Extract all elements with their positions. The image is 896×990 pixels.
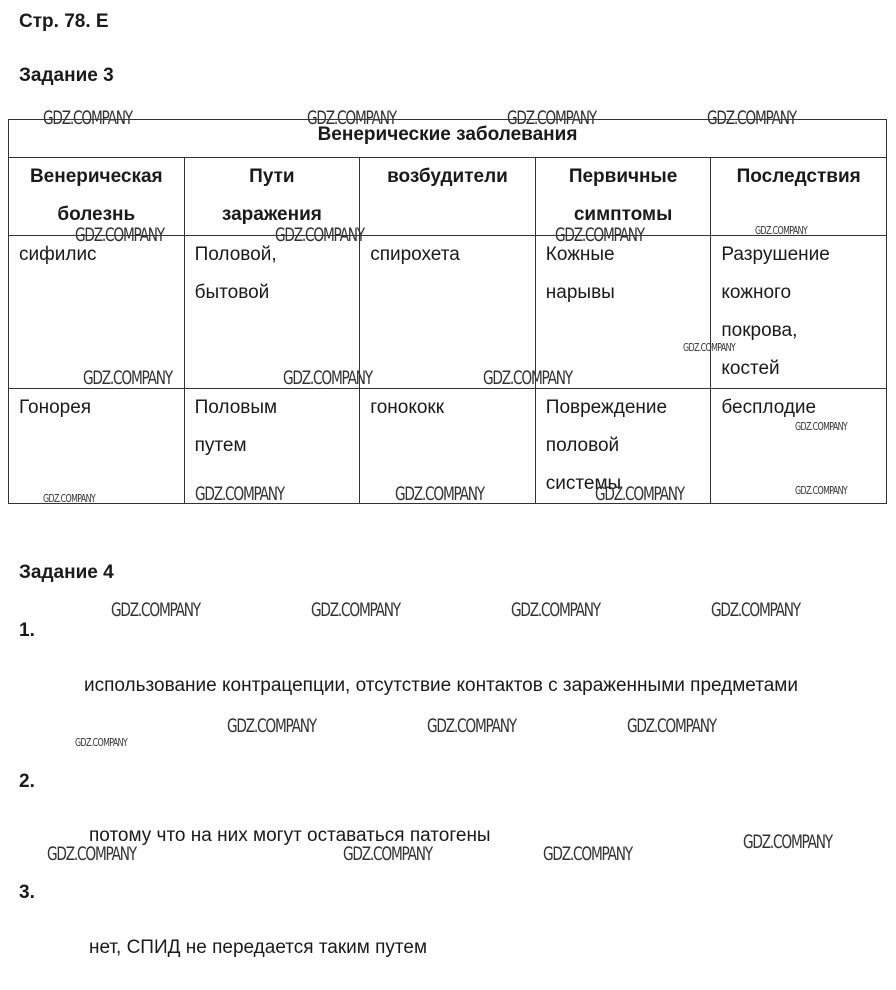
diseases-table: Венерические заболевания Венерическая бол… (8, 119, 887, 504)
watermark: GDZ.COMPANY (311, 599, 401, 621)
watermark: GDZ.COMPANY (47, 843, 137, 865)
item-number: 2. (19, 771, 35, 792)
item-answer: нет, СПИД не передается таким путем (89, 937, 428, 958)
item-number: 3. (19, 882, 35, 903)
table-cell: Половой, бытовой (183, 235, 361, 389)
watermark: GDZ.COMPANY (755, 224, 808, 237)
watermark: GDZ.COMPANY (427, 715, 517, 737)
watermark: GDZ.COMPANY (543, 843, 633, 865)
watermark: GDZ.COMPANY (307, 107, 397, 129)
watermark: GDZ.COMPANY (555, 224, 645, 246)
column-header: Первичные симптомы (534, 157, 712, 236)
watermark: GDZ.COMPANY (343, 843, 433, 865)
item-answer: использование контрацепции, отсутствие к… (84, 675, 798, 696)
watermark: GDZ.COMPANY (275, 224, 365, 246)
page-header: Стр. 78. Е (19, 11, 109, 32)
table-cell: гонококк (359, 388, 536, 504)
watermark: GDZ.COMPANY (507, 107, 597, 129)
watermark: GDZ.COMPANY (795, 484, 848, 497)
column-header: Венерическая болезнь (8, 157, 185, 236)
watermark: GDZ.COMPANY (83, 367, 173, 389)
table-cell: сифилис (8, 235, 185, 389)
column-header: возбудители (359, 157, 536, 236)
watermark: GDZ.COMPANY (743, 831, 833, 853)
column-header: Последствия (710, 157, 887, 236)
watermark: GDZ.COMPANY (227, 715, 317, 737)
watermark: GDZ.COMPANY (195, 483, 285, 505)
table-cell: Гонорея (8, 388, 185, 504)
watermark: GDZ.COMPANY (627, 715, 717, 737)
watermark: GDZ.COMPANY (511, 599, 601, 621)
watermark: GDZ.COMPANY (595, 483, 685, 505)
table-cell: Повреждение половой системы (534, 388, 712, 504)
table-cell: Разрушение кожного покрова, костей (710, 235, 887, 389)
watermark: GDZ.COMPANY (395, 483, 485, 505)
watermark: GDZ.COMPANY (75, 224, 165, 246)
task4-heading: Задание 4 (19, 562, 114, 583)
table-row: Гонорея Половым путем гонококк Поврежден… (8, 388, 887, 504)
table-row: сифилис Половой, бытовой спирохета Кожны… (8, 235, 887, 389)
table-cell: спирохета (359, 235, 536, 389)
watermark: GDZ.COMPANY (795, 420, 848, 433)
watermark: GDZ.COMPANY (43, 492, 96, 505)
table-header-row: Венерическая болезнь Пути заражения возбуд… (8, 157, 887, 236)
item-answer: потому что на них могут оставаться патог… (89, 825, 491, 846)
watermark: GDZ.COMPANY (75, 736, 128, 749)
table-title: Венерические заболевания (8, 119, 887, 158)
table-cell: Кожные нарывы (534, 235, 712, 389)
watermark: GDZ.COMPANY (111, 599, 201, 621)
watermark: GDZ.COMPANY (711, 599, 801, 621)
item-number: 1. (19, 620, 35, 641)
column-header: Пути заражения (183, 157, 361, 236)
task3-heading: Задание 3 (19, 65, 114, 86)
watermark: GDZ.COMPANY (283, 367, 373, 389)
table-cell: бесплодие (710, 388, 887, 504)
watermark: GDZ.COMPANY (683, 341, 736, 354)
table-cell: Половым путем (183, 388, 361, 504)
watermark: GDZ.COMPANY (43, 107, 133, 129)
watermark: GDZ.COMPANY (483, 367, 573, 389)
watermark: GDZ.COMPANY (707, 107, 797, 129)
